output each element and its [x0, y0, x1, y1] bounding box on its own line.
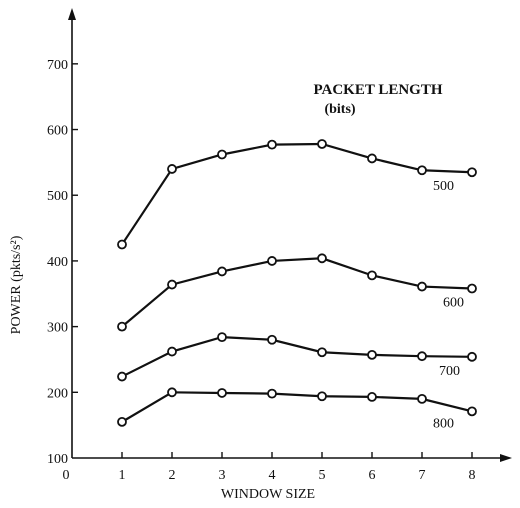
data-point — [217, 266, 227, 277]
x-tick-label: 1 — [119, 468, 126, 483]
data-point — [317, 391, 327, 402]
series-line-700 — [121, 336, 473, 378]
data-point — [317, 347, 327, 358]
data-point — [267, 256, 277, 266]
x-tick-label: 0 — [63, 468, 70, 483]
series-800: 800 — [117, 387, 477, 431]
series-label: 600 — [443, 296, 464, 311]
data-point — [317, 139, 327, 149]
y-axis-arrow — [68, 8, 76, 20]
data-point — [217, 332, 227, 343]
data-point — [167, 346, 177, 357]
data-point — [167, 279, 177, 290]
y-tick-label: 500 — [47, 189, 68, 204]
data-point — [217, 149, 227, 160]
data-point — [117, 371, 127, 382]
x-tick-label: 2 — [169, 468, 176, 483]
data-point — [467, 406, 477, 417]
data-point — [417, 165, 427, 176]
data-point — [367, 270, 377, 281]
y-axis-label: POWER (pkts/s²) — [9, 235, 24, 334]
data-point — [417, 351, 427, 362]
y-tick-label: 200 — [47, 386, 68, 401]
axes — [68, 8, 512, 462]
data-point — [467, 283, 477, 294]
data-point — [467, 351, 477, 362]
data-point — [367, 153, 377, 164]
data-point — [117, 416, 127, 427]
ticks: 100 200 300 400 500 600 700 0 1 2 3 4 5 6 7 8 — [47, 58, 476, 483]
data-point — [467, 167, 477, 178]
data-point — [217, 388, 227, 398]
series-label: 500 — [433, 179, 454, 194]
x-tick-label: 6 — [369, 468, 376, 483]
data-point — [267, 139, 277, 150]
y-tick-label: 400 — [47, 255, 68, 270]
x-tick-label: 7 — [419, 468, 426, 483]
data-point — [317, 253, 327, 264]
data-point — [167, 387, 177, 398]
x-tick-label: 4 — [269, 468, 276, 483]
y-tick-label: 700 — [47, 58, 68, 73]
data-point — [417, 393, 427, 404]
series-line-800 — [121, 391, 473, 423]
y-tick-label: 600 — [47, 124, 68, 139]
legend-title: PACKET LENGTH — [313, 82, 442, 98]
legend-subtitle: (bits) — [324, 102, 355, 117]
data-point — [367, 392, 377, 402]
data-point — [267, 334, 277, 345]
series-600: 600 — [117, 253, 477, 332]
data-point — [267, 388, 277, 399]
data-point — [417, 281, 427, 292]
y-tick-label: 100 — [47, 452, 68, 467]
series-group: 500 600 700 800 — [117, 139, 477, 431]
x-tick-label: 8 — [469, 468, 476, 483]
series-label: 700 — [439, 364, 460, 379]
series-line-600 — [121, 257, 473, 328]
data-point — [117, 239, 127, 250]
x-tick-label: 5 — [319, 468, 326, 483]
data-point — [117, 321, 127, 332]
x-tick-label: 3 — [219, 468, 226, 483]
series-line-500 — [121, 142, 473, 246]
x-axis-label: WINDOW SIZE — [221, 487, 315, 502]
y-tick-label: 300 — [47, 321, 68, 336]
series-700: 700 — [117, 332, 477, 382]
x-axis-arrow — [500, 454, 512, 462]
data-point — [167, 164, 177, 174]
series-500: 500 — [117, 139, 477, 250]
series-label: 800 — [433, 416, 454, 431]
data-point — [367, 349, 377, 360]
